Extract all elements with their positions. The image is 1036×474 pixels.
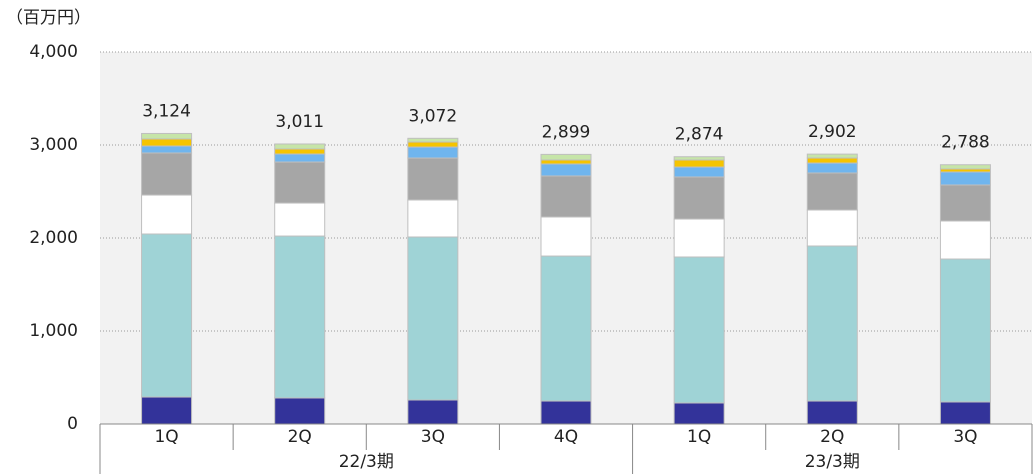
bar-segment: [673, 256, 725, 404]
bar-segment: [540, 159, 592, 165]
total-label: 2,874: [675, 125, 724, 145]
total-label: 2,899: [542, 122, 591, 142]
bar-segment: [540, 153, 592, 161]
bar-segment: [806, 245, 858, 402]
bar-segment: [141, 396, 193, 425]
x-tick-label: 4Q: [554, 427, 578, 447]
group-label: 22/3期: [339, 452, 394, 472]
bar-segment: [274, 161, 326, 204]
bar-segment: [939, 220, 991, 260]
bar-segment: [806, 209, 858, 247]
bar-segment: [274, 397, 326, 425]
bar-segment: [540, 175, 592, 218]
bar-segment: [407, 199, 459, 238]
bar-segment: [540, 216, 592, 257]
bar-segment: [274, 148, 326, 155]
bar-segment: [274, 153, 326, 163]
total-label: 3,072: [409, 106, 458, 126]
x-tick-label: 1Q: [687, 427, 711, 447]
bar-segment: [806, 153, 858, 159]
bar-segment: [806, 162, 858, 174]
bar-segment: [673, 176, 725, 220]
bar-segment: [939, 184, 991, 222]
bar-segment: [540, 400, 592, 425]
bar-segment: [141, 145, 193, 154]
bar-segment: [274, 235, 326, 399]
y-tick-label: 4,000: [29, 42, 78, 62]
bar-segment: [673, 218, 725, 258]
bar-segment: [407, 141, 459, 148]
bar-segment: [141, 194, 193, 235]
bar-segment: [939, 401, 991, 425]
bar-segment: [407, 399, 459, 425]
bar-segment: [939, 258, 991, 403]
bar-segment: [806, 172, 858, 211]
bar-segment: [141, 233, 193, 398]
x-tick-label: 2Q: [288, 427, 312, 447]
x-tick-label: 3Q: [953, 427, 977, 447]
total-label: 2,902: [808, 122, 857, 142]
total-label: 2,788: [941, 133, 990, 153]
bar-segment: [274, 143, 326, 150]
y-axis-label: （百万円）: [6, 8, 91, 28]
bar-segment: [540, 163, 592, 177]
bar-segment: [673, 156, 725, 161]
bar-segment: [141, 152, 193, 196]
bar-segment: [407, 236, 459, 401]
total-label: 3,124: [142, 101, 191, 121]
bar-segment: [141, 138, 193, 147]
bar-segment: [806, 400, 858, 425]
bar-segment: [673, 402, 725, 425]
bar-segment: [540, 255, 592, 402]
x-tick-label: 3Q: [421, 427, 445, 447]
bar-segment: [939, 171, 991, 186]
y-tick-label: 2,000: [29, 228, 78, 248]
bar-segment: [407, 157, 459, 201]
y-tick-label: 0: [67, 414, 78, 434]
bar-segment: [141, 132, 193, 140]
y-tick-label: 1,000: [29, 321, 78, 341]
bar-segment: [673, 166, 725, 178]
bar-segment: [939, 164, 991, 170]
bar-segment: [407, 146, 459, 159]
total-label: 3,011: [275, 112, 324, 132]
x-tick-label: 2Q: [820, 427, 844, 447]
group-label: 23/3期: [805, 452, 860, 472]
y-tick-label: 3,000: [29, 135, 78, 155]
bar-segment: [806, 157, 858, 164]
bar-segment: [407, 137, 459, 143]
bar-segment: [274, 202, 326, 237]
x-tick-label: 1Q: [154, 427, 178, 447]
bar-segment: [673, 159, 725, 168]
